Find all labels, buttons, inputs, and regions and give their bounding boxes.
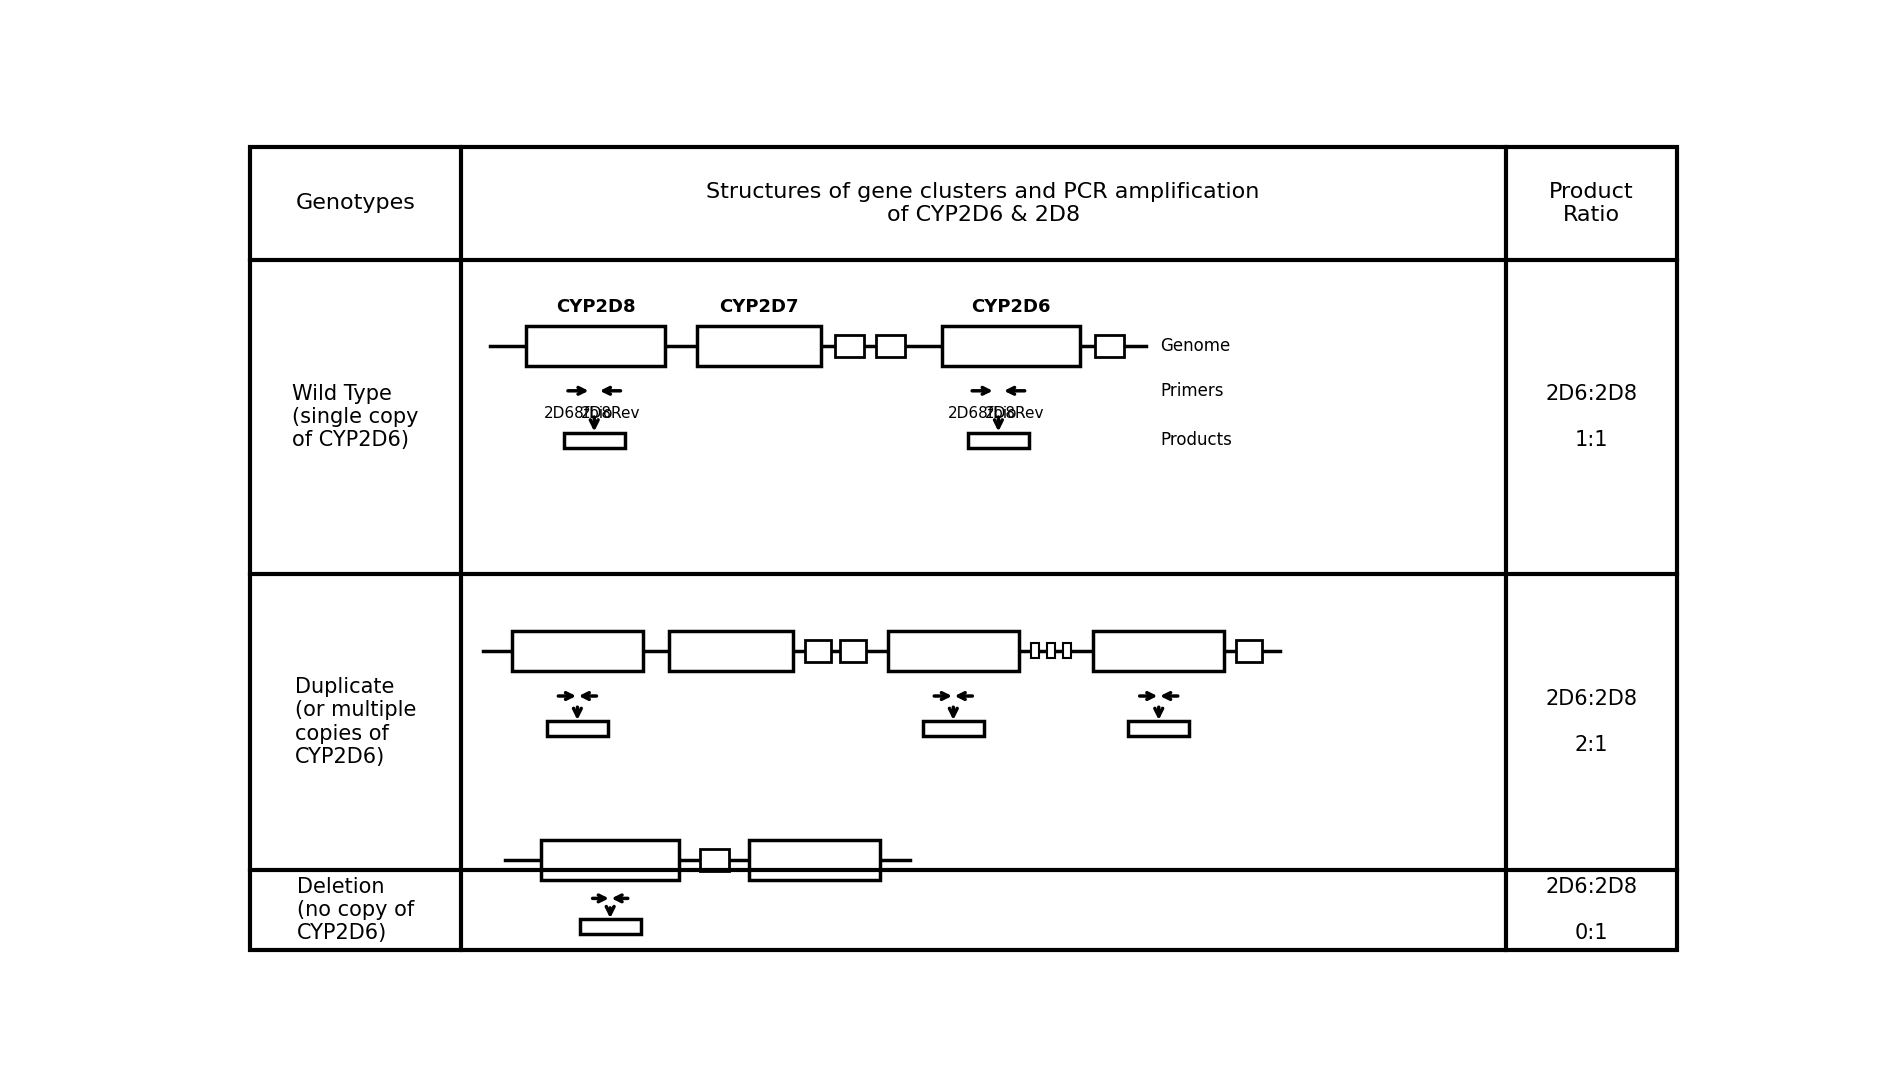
- Bar: [1128, 721, 1190, 736]
- Bar: [1094, 334, 1124, 356]
- Text: Deletion
(no copy of
CYP2D6): Deletion (no copy of CYP2D6): [297, 876, 414, 944]
- Bar: [1092, 631, 1224, 671]
- Bar: [526, 326, 666, 366]
- Bar: [876, 334, 906, 356]
- Bar: [541, 839, 679, 880]
- Bar: [750, 839, 880, 880]
- Bar: [697, 326, 822, 366]
- Text: 2D68fbio: 2D68fbio: [948, 406, 1017, 421]
- Text: 2D6:2D8

1:1: 2D6:2D8 1:1: [1545, 383, 1637, 450]
- Text: CYP2D7: CYP2D7: [718, 298, 799, 316]
- Bar: [564, 432, 624, 447]
- Bar: [699, 849, 729, 871]
- Text: Primers: Primers: [1160, 382, 1224, 400]
- Text: 2D6:2D8

2:1: 2D6:2D8 2:1: [1545, 689, 1637, 755]
- Text: Products: Products: [1160, 431, 1231, 450]
- Text: Duplicate
(or multiple
copies of
CYP2D6): Duplicate (or multiple copies of CYP2D6): [295, 678, 415, 767]
- Bar: [923, 721, 983, 736]
- Text: CYP2D8: CYP2D8: [556, 298, 635, 316]
- Bar: [840, 640, 867, 661]
- Bar: [1030, 643, 1040, 658]
- Text: 2D8Rev: 2D8Rev: [581, 406, 639, 421]
- Text: CYP2D6: CYP2D6: [972, 298, 1051, 316]
- Text: 2D68fbio: 2D68fbio: [543, 406, 613, 421]
- Text: 2D8Rev: 2D8Rev: [985, 406, 1043, 421]
- Bar: [1235, 640, 1261, 661]
- Bar: [805, 640, 831, 661]
- Text: Genome: Genome: [1160, 337, 1230, 355]
- Text: Product
Ratio: Product Ratio: [1549, 181, 1634, 225]
- Bar: [887, 631, 1019, 671]
- Bar: [968, 432, 1028, 447]
- Bar: [547, 721, 607, 736]
- Text: Genotypes: Genotypes: [295, 193, 415, 214]
- Text: 2D6:2D8

0:1: 2D6:2D8 0:1: [1545, 876, 1637, 944]
- Bar: [835, 334, 865, 356]
- Text: Wild Type
(single copy
of CYP2D6): Wild Type (single copy of CYP2D6): [291, 383, 419, 450]
- Bar: [1062, 643, 1072, 658]
- Bar: [579, 919, 641, 934]
- Bar: [511, 631, 643, 671]
- Bar: [669, 631, 793, 671]
- Bar: [942, 326, 1079, 366]
- Bar: [1047, 643, 1055, 658]
- Text: Structures of gene clusters and PCR amplification
of CYP2D6 & 2D8: Structures of gene clusters and PCR ampl…: [707, 181, 1260, 225]
